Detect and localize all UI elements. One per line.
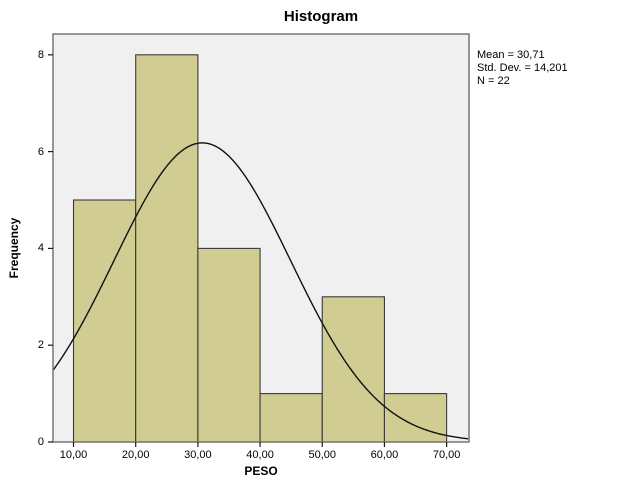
plot-frame: [52, 33, 470, 443]
y-tick-label: 4: [37, 242, 44, 255]
stats-n: N = 22: [477, 75, 510, 87]
x-tick-label: 50,00: [308, 449, 336, 461]
y-tick-label: 2: [37, 339, 44, 352]
histogram-bar: [259, 393, 323, 443]
y-tick-label: 6: [37, 145, 44, 158]
x-tick-label: 20,00: [121, 449, 150, 461]
histogram-bar: [321, 296, 385, 443]
stats-mean: Mean = 30,71: [477, 49, 545, 61]
x-axis-title: PESO: [244, 464, 278, 478]
y-axis-title: Frequency: [7, 217, 21, 279]
histogram-bar: [197, 247, 261, 443]
histogram-bar: [135, 54, 199, 443]
x-tick-label: 10,00: [59, 449, 88, 461]
x-tick-label: 60,00: [370, 449, 399, 461]
stats-std-dev: Std. Dev. = 14,201: [477, 62, 568, 74]
x-tick-label: 30,00: [184, 449, 212, 461]
normal-curve: [52, 142, 469, 440]
y-tick-label: 8: [37, 48, 44, 61]
stats-annotation: Mean = 30,71 Std. Dev. = 14,201 N = 22: [477, 49, 568, 88]
x-tick-label: 70,00: [432, 449, 461, 461]
y-tick-label: 0: [37, 436, 44, 448]
histogram-bar: [383, 393, 448, 443]
x-tick-label: 40,00: [246, 449, 274, 461]
chart-title: Histogram: [283, 8, 359, 25]
